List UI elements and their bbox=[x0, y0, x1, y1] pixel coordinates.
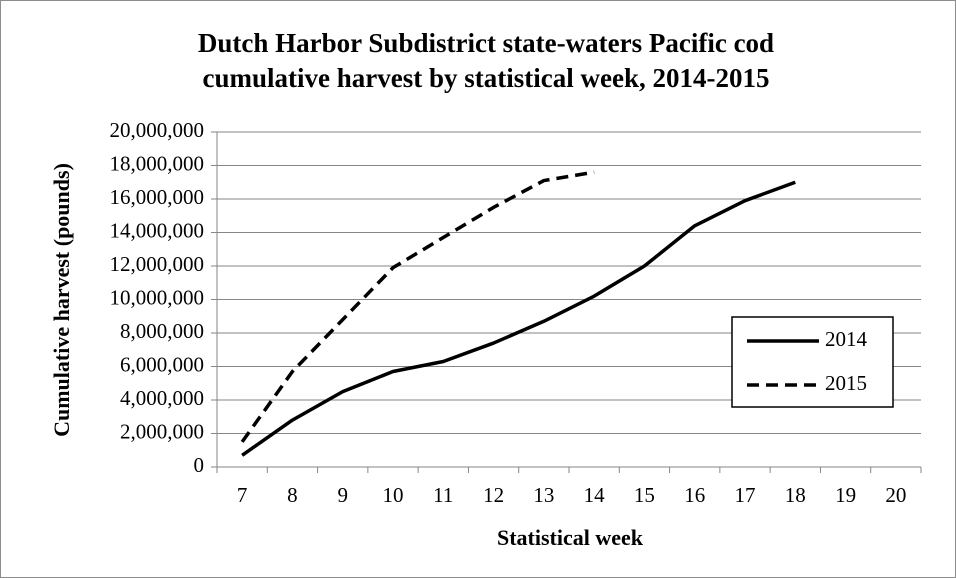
y-tick-label: 6,000,000 bbox=[120, 352, 204, 376]
y-tick-label: 18,000,000 bbox=[110, 151, 205, 175]
y-tick-label: 14,000,000 bbox=[110, 218, 205, 242]
x-tick-label: 20 bbox=[885, 483, 906, 507]
series-line bbox=[240, 170, 595, 443]
x-tick-label: 19 bbox=[835, 483, 856, 507]
legend-label: 2014 bbox=[825, 327, 868, 351]
y-tick-label: 16,000,000 bbox=[110, 185, 205, 209]
x-tick-label: 12 bbox=[483, 483, 504, 507]
y-tick-label: 0 bbox=[194, 453, 205, 477]
series-line bbox=[241, 180, 796, 457]
y-axis-title: Cumulative harvest (pounds) bbox=[49, 163, 74, 437]
y-tick-label: 8,000,000 bbox=[120, 319, 204, 343]
chart-title: Dutch Harbor Subdistrict state-waters Pa… bbox=[198, 28, 774, 58]
y-tick-label: 2,000,000 bbox=[120, 419, 204, 443]
x-tick-label: 9 bbox=[337, 483, 348, 507]
y-tick-label: 12,000,000 bbox=[110, 252, 205, 276]
x-tick-label: 13 bbox=[533, 483, 554, 507]
x-tick-label: 18 bbox=[785, 483, 806, 507]
legend-label: 2015 bbox=[825, 371, 867, 395]
x-axis-title: Statistical week bbox=[497, 525, 644, 550]
x-tick-label: 16 bbox=[684, 483, 705, 507]
x-tick-label: 15 bbox=[634, 483, 655, 507]
y-tick-label: 20,000,000 bbox=[110, 118, 205, 142]
x-tick-label: 8 bbox=[287, 483, 298, 507]
x-tick-label: 14 bbox=[584, 483, 606, 507]
x-tick-label: 7 bbox=[237, 483, 248, 507]
x-tick-label: 17 bbox=[735, 483, 756, 507]
legend-box bbox=[731, 316, 894, 408]
x-tick-label: 10 bbox=[383, 483, 404, 507]
y-tick-label: 4,000,000 bbox=[120, 386, 204, 410]
x-tick-label: 11 bbox=[433, 483, 453, 507]
y-tick-label: 10,000,000 bbox=[110, 285, 205, 309]
chart-title: cumulative harvest by statistical week, … bbox=[203, 63, 770, 93]
